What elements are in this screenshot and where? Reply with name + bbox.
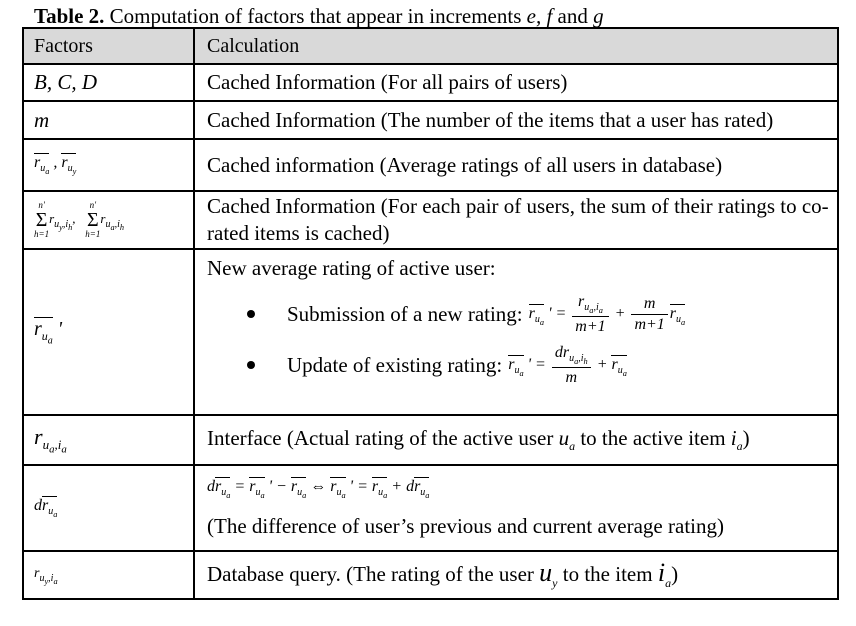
formula-avg-ratings: rua , ruy — [34, 153, 77, 177]
var-ia: ia — [730, 425, 743, 454]
calc-query-pre: Database query. (The rating of the user — [207, 562, 540, 587]
table-caption: Table 2. Computation of factors that app… — [34, 4, 604, 29]
bullet-dot — [247, 310, 255, 319]
calc-diff: drua = rua ' − rua ⇔ rua ' = rua + drua … — [193, 464, 839, 552]
calc-query-post: ) — [671, 562, 679, 587]
formula-submission: rua ' = rua,ia m+1 + m m+1 rua — [528, 293, 686, 335]
formula-diff: drua — [34, 496, 58, 520]
formula-query: ruy,ia — [34, 566, 58, 586]
calc-actual: Interface (Actual rating of the active u… — [193, 414, 839, 466]
factors-table: Factors Calculation B, C, D Cached Infor… — [22, 27, 839, 600]
factor-diff: drua — [22, 464, 195, 552]
factor-actual: rua,ia — [22, 414, 195, 466]
calc-avg: Cached information (Average ratings of a… — [193, 138, 839, 192]
factor-m: m — [22, 100, 195, 140]
calc-new-avg: New average rating of active user: Submi… — [193, 248, 839, 416]
calc-actual-mid: to the active item — [575, 425, 731, 450]
formula-new-avg: rua ' — [34, 317, 63, 347]
calc-bcd: Cached Information (For all pairs of use… — [193, 63, 839, 102]
calc-actual-pre: Interface (Actual rating of the active u… — [207, 425, 559, 450]
caption-last: g — [593, 4, 604, 28]
new-avg-title: New average rating of active user: — [207, 256, 496, 280]
calc-query: Database query. (The rating of the user … — [193, 550, 839, 600]
calc-actual-post: ) — [742, 425, 750, 450]
header-calculation: Calculation — [193, 27, 839, 65]
bullet-dot — [247, 361, 255, 370]
var-ua: ua — [558, 425, 576, 454]
bullet-submission-label: Submission of a new rating: — [287, 301, 523, 326]
calc-diff-text: (The difference of user’s previous and c… — [207, 514, 724, 539]
calc-m: Cached Information (The number of the it… — [193, 100, 839, 140]
table-row-bcd: B, C, D Cached Information (For all pair… — [22, 63, 839, 102]
table-row-avg: rua , ruy Cached information (Average ra… — [22, 138, 839, 192]
table-row-m: m Cached Information (The number of the … — [22, 100, 839, 140]
header-factors: Factors — [22, 27, 195, 65]
bullet-update-label: Update of existing rating: — [287, 352, 503, 377]
caption-label: Table 2. — [34, 4, 105, 28]
calc-query-mid: to the item — [557, 562, 658, 587]
calc-sum: Cached Information (For each pair of use… — [193, 190, 839, 250]
factor-new-avg: rua ' — [22, 248, 195, 416]
caption-vars: e, f — [526, 4, 553, 28]
bullet-update: Update of existing rating: rua ' = drua,… — [247, 344, 829, 387]
formula-actual: rua,ia — [34, 424, 67, 456]
bullet-submission: Submission of a new rating: rua ' = rua,… — [247, 293, 829, 336]
var-ia-query: ia — [657, 558, 672, 591]
caption-and: and — [552, 4, 594, 28]
factor-query: ruy,ia — [22, 550, 195, 600]
formula-diff-eq: drua = rua ' − rua ⇔ rua ' = rua + drua — [207, 476, 430, 500]
formula-update: rua ' = drua,ih m + rua — [508, 343, 627, 386]
table-row-new-avg: rua ' New average rating of active user:… — [22, 248, 839, 416]
factor-avg-ratings: rua , ruy — [22, 138, 195, 192]
table-row-query: ruy,ia Database query. (The rating of th… — [22, 550, 839, 600]
factor-bcd: B, C, D — [22, 63, 195, 102]
table-header-row: Factors Calculation — [22, 27, 839, 65]
caption-text: Computation of factors that appear in in… — [104, 4, 527, 28]
table-row-diff: drua drua = rua ' − rua ⇔ rua ' = rua + … — [22, 464, 839, 552]
table-row-actual: rua,ia Interface (Actual rating of the a… — [22, 414, 839, 466]
var-uy: uy — [539, 558, 558, 591]
